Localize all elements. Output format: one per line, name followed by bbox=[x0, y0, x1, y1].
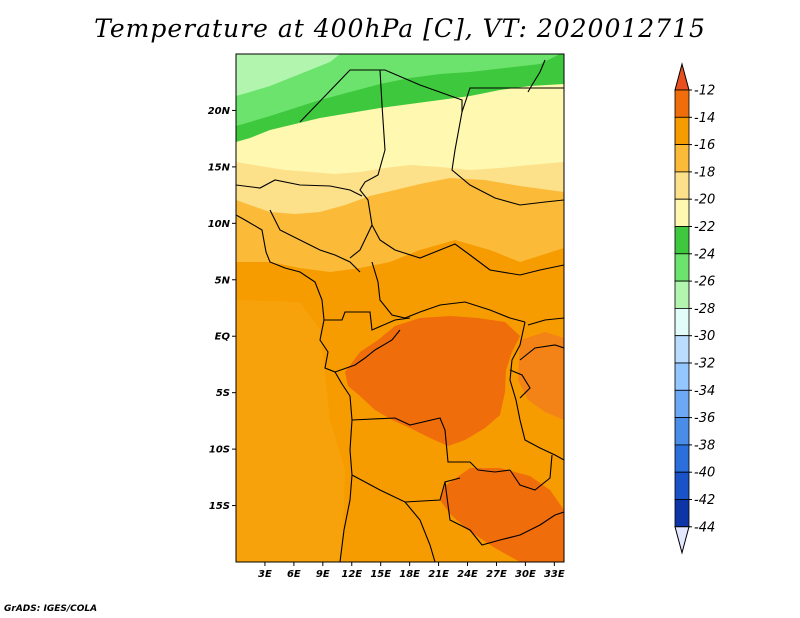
colorbar-label: -16 bbox=[694, 138, 715, 153]
colorbar-label: -20 bbox=[694, 193, 715, 208]
colorbar-label: -38 bbox=[694, 438, 715, 453]
colorbar-label: -22 bbox=[694, 220, 715, 235]
lon-tick-label: 33E bbox=[544, 569, 565, 580]
colorbar-label: -14 bbox=[694, 111, 715, 126]
colorbar-label: -12 bbox=[694, 84, 715, 99]
lat-tick-label: 10N bbox=[208, 219, 231, 230]
lat-tick-label: 5N bbox=[215, 275, 231, 286]
colorbar-label: -36 bbox=[694, 411, 715, 426]
lat-tick-label: 10S bbox=[209, 445, 230, 456]
lon-tick-label: 21E bbox=[428, 569, 449, 580]
colorbar: -12 -14 -16 -18 -20 -22 -24 -26 -28 -30 -32 -34 -36 -… bbox=[674, 62, 715, 555]
temperature-field bbox=[236, 54, 564, 562]
colorbar-label: -44 bbox=[694, 520, 715, 535]
colorbar-label: -30 bbox=[694, 329, 715, 344]
lon-tick-label: 6E bbox=[287, 569, 301, 580]
lon-tick-label: 15E bbox=[370, 569, 391, 580]
colorbar-segment bbox=[674, 417, 690, 446]
colorbar-segment bbox=[674, 335, 690, 364]
colorbar-segment bbox=[674, 389, 690, 418]
field-band-east-patch bbox=[518, 332, 564, 420]
colorbar-segment bbox=[674, 280, 690, 309]
colorbar-top-arrow bbox=[674, 62, 690, 91]
colorbar-label: -18 bbox=[694, 165, 715, 180]
colorbar-segment bbox=[674, 171, 690, 200]
colorbar-bottom-arrow bbox=[674, 526, 690, 555]
colorbar-label: -40 bbox=[694, 466, 715, 481]
colorbar-label: -26 bbox=[694, 275, 715, 290]
lon-tick-label: 30E bbox=[515, 569, 536, 580]
lat-tick-label: EQ bbox=[215, 332, 231, 343]
chart-title: Temperature at 400hPa [C], VT: 202001271… bbox=[94, 14, 706, 43]
lon-tick-label: 24E bbox=[457, 569, 478, 580]
lat-tick-label: 15N bbox=[208, 162, 231, 173]
colorbar-segment bbox=[674, 89, 690, 118]
field-patch-west bbox=[236, 300, 345, 562]
map-frame bbox=[235, 53, 565, 563]
colorbar-segment bbox=[674, 226, 690, 255]
colorbar-segment bbox=[674, 253, 690, 282]
credit-label: GrADS: IGES/COLA bbox=[4, 604, 98, 614]
colorbar-label: -32 bbox=[694, 357, 715, 372]
colorbar-segment bbox=[674, 116, 690, 146]
colorbar-segment bbox=[674, 307, 690, 337]
field-band-14-12-central bbox=[345, 316, 520, 446]
lat-tick-label: 5S bbox=[216, 388, 230, 399]
colorbar-segment bbox=[674, 144, 690, 173]
colorbar-segment bbox=[674, 444, 690, 473]
colorbar-segment bbox=[674, 362, 690, 391]
colorbar-label: -42 bbox=[694, 493, 715, 508]
lon-tick-label: 9E bbox=[316, 569, 330, 580]
lon-tick-label: 27E bbox=[486, 569, 507, 580]
colorbar-label: -28 bbox=[694, 302, 715, 317]
colorbar-segment bbox=[674, 198, 690, 227]
lon-tick-label: 3E bbox=[258, 569, 272, 580]
lon-tick-label: 18E bbox=[399, 569, 420, 580]
colorbar-segment bbox=[674, 499, 690, 528]
colorbar-label: -34 bbox=[694, 384, 715, 399]
colorbar-segment bbox=[674, 471, 690, 500]
colorbar-label: -24 bbox=[694, 247, 715, 262]
field-band-14-12-southeast bbox=[440, 468, 564, 562]
lat-axis: 20N 15N 10N 5N EQ 5S 10S 15S bbox=[208, 106, 236, 512]
lon-tick-label: 12E bbox=[341, 569, 362, 580]
lon-axis: 3E 6E 9E 12E 15E 18E 21E 24E 27E 30E 33E bbox=[258, 562, 565, 580]
lat-tick-label: 20N bbox=[208, 106, 231, 117]
field-band-26-24 bbox=[236, 54, 560, 126]
country-boundaries bbox=[236, 59, 564, 562]
lat-tick-label: 15S bbox=[209, 501, 230, 512]
field-band-28-26 bbox=[236, 54, 340, 96]
